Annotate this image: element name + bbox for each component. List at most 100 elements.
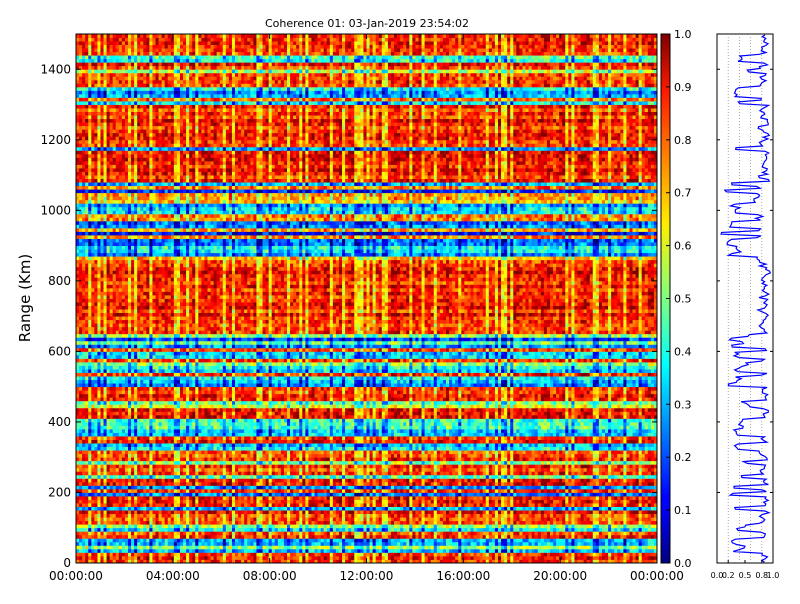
heatmap-cell xyxy=(491,488,496,493)
heatmap-cell xyxy=(568,481,572,486)
heatmap-cell xyxy=(549,488,554,493)
heatmap-cell xyxy=(372,513,377,518)
heatmap-cell xyxy=(131,485,135,490)
heatmap-cell xyxy=(274,488,279,493)
heatmap-cell xyxy=(464,527,468,532)
heatmap-cell xyxy=(112,495,117,500)
heatmap-cell xyxy=(605,499,609,504)
heatmap-cell xyxy=(173,531,178,536)
heatmap-cell xyxy=(516,471,520,476)
heatmap-cell xyxy=(186,555,190,560)
heatmap-cell xyxy=(375,471,380,476)
heatmap-cell xyxy=(97,548,101,553)
heatmap-cell xyxy=(311,499,315,504)
heatmap-cell xyxy=(387,555,392,560)
heatmap-cell xyxy=(228,503,233,507)
heatmap-cell xyxy=(302,538,306,543)
heatmap-cell xyxy=(100,555,104,560)
heatmap-cell xyxy=(553,471,557,476)
heatmap-cell xyxy=(638,545,643,550)
heatmap-cell xyxy=(305,527,309,532)
heatmap-cell xyxy=(644,506,649,511)
heatmap-cell xyxy=(650,510,655,515)
heatmap-cell xyxy=(109,541,114,546)
heatmap-cell xyxy=(424,524,429,529)
heatmap-cell xyxy=(641,520,646,525)
heatmap-cell xyxy=(452,531,456,536)
heatmap-cell xyxy=(424,510,429,515)
chart-title: Coherence 01: 03-Jan-2019 23:54:02 xyxy=(265,17,469,30)
heatmap-cell xyxy=(638,492,643,497)
heatmap-cell xyxy=(565,559,569,564)
heatmap-cell xyxy=(103,499,107,504)
heatmap-cell xyxy=(644,534,649,539)
heatmap-cell xyxy=(488,503,493,507)
heatmap-cell xyxy=(626,548,630,553)
heatmap-cell xyxy=(124,520,129,525)
heatmap-cell xyxy=(131,555,135,560)
heatmap-cell xyxy=(112,485,117,490)
heatmap-cell xyxy=(384,499,389,504)
heatmap-cell xyxy=(167,503,172,507)
heatmap-cell xyxy=(244,510,248,515)
heatmap-cell xyxy=(510,506,514,511)
heatmap-cell xyxy=(418,545,422,550)
heatmap-cell xyxy=(256,481,260,486)
heatmap-cell xyxy=(195,559,199,564)
heatmap-cell xyxy=(127,552,132,557)
heatmap-cell xyxy=(216,485,221,490)
heatmap-cell xyxy=(427,541,432,546)
heatmap-cell xyxy=(225,510,230,515)
heatmap-cell xyxy=(332,545,337,550)
heatmap-cell xyxy=(608,520,612,525)
heatmap-cell xyxy=(268,474,273,479)
heatmap-cell xyxy=(293,485,297,490)
heatmap-cell xyxy=(94,503,98,507)
heatmap-cell xyxy=(140,555,144,560)
heatmap-cell xyxy=(638,513,643,518)
heatmap-cell xyxy=(549,471,554,476)
heatmap-cell xyxy=(296,485,300,490)
heatmap-cell xyxy=(115,552,120,557)
heatmap-cell xyxy=(271,534,276,539)
heatmap-cell xyxy=(140,559,144,564)
heatmap-cell xyxy=(115,545,120,550)
heatmap-cell xyxy=(415,499,419,504)
heatmap-cell xyxy=(601,506,606,511)
heatmap-cell xyxy=(442,552,447,557)
heatmap-cell xyxy=(97,534,101,539)
heatmap-cell xyxy=(501,478,505,483)
heatmap-cell xyxy=(137,471,141,476)
heatmap-cell xyxy=(293,541,297,546)
heatmap-cell xyxy=(106,474,111,479)
heatmap-cell xyxy=(308,492,312,497)
heatmap-cell xyxy=(605,534,609,539)
heatmap-cell xyxy=(647,520,652,525)
heatmap-cell xyxy=(210,545,215,550)
heatmap-cell xyxy=(192,517,196,522)
heatmap-cell xyxy=(595,510,600,515)
heatmap-cell xyxy=(632,488,636,493)
heatmap-cell xyxy=(167,513,172,518)
heatmap-cell xyxy=(623,481,627,486)
heatmap-cell xyxy=(537,510,542,515)
heatmap-cell xyxy=(94,524,98,529)
heatmap-cell xyxy=(571,548,575,553)
heatmap-cell xyxy=(305,531,309,536)
heatmap-cell xyxy=(332,513,337,518)
heatmap-cell xyxy=(143,499,147,504)
heatmap-cell xyxy=(562,524,566,529)
heatmap-cell xyxy=(198,545,202,550)
heatmap-cell xyxy=(562,552,566,557)
heatmap-cell xyxy=(305,481,309,486)
heatmap-cell xyxy=(372,492,377,497)
heatmap-cell xyxy=(397,552,401,557)
heatmap-cell xyxy=(293,471,297,476)
heatmap-cell xyxy=(241,478,245,483)
heatmap-cell xyxy=(91,513,95,518)
heatmap-cell xyxy=(534,524,539,529)
heatmap-cell xyxy=(106,467,111,472)
heatmap-cell xyxy=(390,513,395,518)
heatmap-cell xyxy=(473,510,477,515)
heatmap-cell xyxy=(161,510,166,515)
